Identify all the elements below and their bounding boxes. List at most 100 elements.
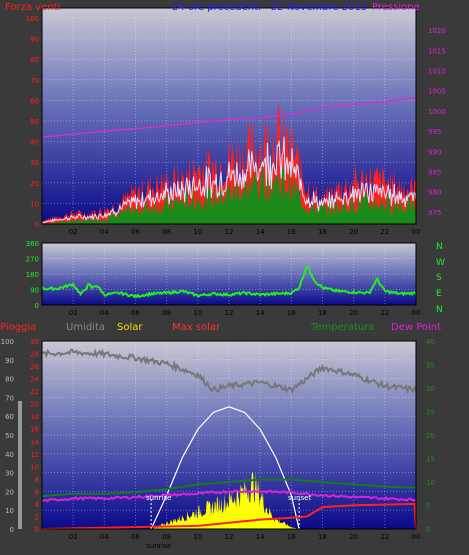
climate-x-tick: 10 [193,533,202,541]
pressure-y-tick: 1015 [428,47,446,55]
wind-y-tick: 100 [26,15,39,23]
legend-max-solar: Max solar [172,322,221,333]
compass-n-top: N [436,242,443,252]
legend-umidita: Umidita [66,322,105,333]
temperature-y-tick: 0 [426,526,430,534]
pressure-y-tick: 975 [428,209,441,217]
rain-y-tick: 20 [30,401,39,409]
wind-y-tick: 30 [30,159,39,167]
climate-x-tick: 22 [380,533,389,541]
compass-w: W [436,258,445,268]
sunrise-axis-label: sunrise [146,542,171,550]
compass-s: S [436,273,442,283]
direction-x-tick: 16 [287,309,296,317]
humidity-y-tick: 0 [10,526,14,534]
pressure-y-tick: 1010 [428,68,446,76]
wind-x-tick: 22 [380,228,389,236]
compass-n-bottom: N [436,305,443,315]
rain-y-tick: 14 [30,438,39,446]
climate-x-tick: 02 [69,533,78,541]
humidity-y-tick: 100 [1,338,14,346]
rain-y-tick: 10 [30,463,39,471]
direction-y-tick: 0 [35,302,39,310]
rain-y-tick: 30 [30,338,39,346]
humidity-y-tick: 60 [5,413,14,421]
temperature-y-tick: 20 [426,432,435,440]
humidity-y-tick: 90 [5,357,14,365]
climate-x-tick: 14 [256,533,265,541]
wind-y-tick: 40 [30,139,39,147]
wind-x-tick: 08 [162,228,171,236]
rain-y-tick: 18 [30,413,39,421]
wind-x-tick: 04 [100,228,109,236]
humidity-scale-bar [18,401,22,529]
direction-x-tick: 18 [318,309,327,317]
humidity-y-tick: 20 [5,488,14,496]
rain-y-tick: 4 [35,501,40,509]
max-solar-line [150,406,300,530]
direction-x-tick: 00 [412,309,421,317]
climate-x-tick: 00 [412,533,421,541]
wind-mean-line [41,136,417,224]
wind-direction-line [41,265,417,299]
wind-y-tick: 50 [30,118,39,126]
compass-e: E [436,289,442,299]
direction-x-tick: 22 [380,309,389,317]
legend-solar: Solar [117,322,143,333]
humidity-y-tick: 30 [5,470,14,478]
pressure-title: Pressione [372,2,420,13]
humidity-y-tick: 50 [5,432,14,440]
wind-y-tick: 20 [30,180,39,188]
climate-x-tick: 20 [349,533,358,541]
wind-y-tick: 90 [30,36,39,44]
solar-area [151,471,300,529]
sunset-label: sunset [288,494,311,502]
climate-x-tick: 06 [131,533,140,541]
direction-x-tick: 20 [349,309,358,317]
direction-x-tick: 10 [193,309,202,317]
wind-x-tick: 00 [412,228,421,236]
humidity-y-tick: 10 [5,507,14,515]
rain-y-tick: 24 [30,376,39,384]
wind-x-tick: 14 [256,228,265,236]
rain-line [41,502,417,530]
temperature-y-tick: 35 [426,362,435,370]
legend-pioggia: Pioggia [0,322,36,333]
rain-y-tick: 26 [30,363,39,371]
wind-x-tick: 06 [131,228,140,236]
rain-y-tick: 16 [30,426,39,434]
temperature-y-tick: 5 [426,503,430,511]
legend-temperatura: Temperatura [310,322,375,333]
wind-y-tick: 10 [30,200,39,208]
rain-y-tick: 8 [35,476,39,484]
wind-y-tick: 0 [35,221,39,229]
pressure-y-tick: 995 [428,128,441,136]
wind-y-tick: 80 [30,56,39,64]
pressure-y-tick: 990 [428,148,441,156]
pressure-y-tick: 1000 [428,108,446,116]
direction-y-tick: 90 [30,287,39,295]
wind-x-tick: 10 [193,228,202,236]
temperature-y-tick: 30 [426,385,435,393]
climate-x-tick: 16 [287,533,296,541]
panel-frame [41,340,417,530]
temperature-y-tick: 25 [426,409,435,417]
wind-average-area [42,156,416,224]
wind-x-tick: 18 [318,228,327,236]
direction-x-tick: 08 [162,309,171,317]
rain-y-tick: 6 [35,488,40,496]
temperature-y-tick: 15 [426,456,435,464]
chart-date-title: 24 ore precedenti - 22 Novembre 2013 [172,2,367,13]
humidity-y-tick: 80 [5,376,14,384]
rain-y-tick: 0 [35,526,39,534]
direction-x-tick: 02 [69,309,78,317]
wind-x-tick: 16 [287,228,296,236]
pressure-y-tick: 1005 [428,88,446,96]
direction-y-tick: 180 [26,271,39,279]
direction-y-tick: 270 [26,256,39,264]
wind-y-tick: 60 [30,97,39,105]
temperature-line [41,478,417,498]
pressure-y-tick: 980 [428,189,441,197]
climate-x-tick: 04 [100,533,109,541]
